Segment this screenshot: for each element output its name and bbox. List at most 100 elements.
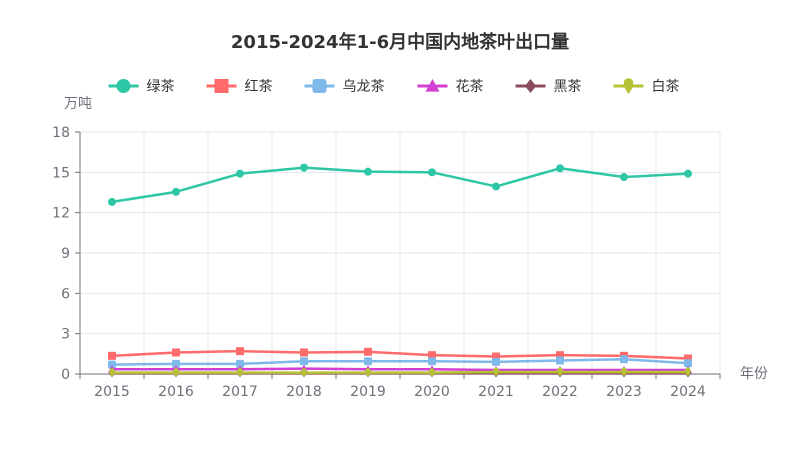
data-point — [623, 78, 634, 94]
data-point — [108, 197, 116, 206]
series-layer — [108, 163, 692, 378]
pin-shape — [557, 367, 563, 377]
data-point — [237, 368, 243, 378]
data-point — [300, 163, 308, 172]
data-point — [621, 367, 627, 377]
data-point — [116, 79, 131, 93]
y-tick-label: 0 — [61, 367, 70, 383]
x-tick-label: 2022 — [542, 384, 578, 400]
data-point — [556, 356, 564, 365]
legend-label: 绿茶 — [147, 79, 175, 95]
pin-shape — [237, 368, 243, 378]
legend-item-1[interactable]: 红茶 — [206, 79, 273, 95]
data-point — [109, 368, 115, 378]
series-1 — [108, 347, 692, 363]
legend-item-0[interactable]: 绿茶 — [108, 79, 175, 95]
y-axis-label: 万吨 — [64, 96, 92, 112]
data-point — [428, 168, 436, 177]
data-point — [493, 367, 499, 377]
legend-label: 白茶 — [652, 79, 680, 95]
legend-item-2[interactable]: 乌龙茶 — [304, 79, 385, 95]
data-point — [312, 79, 327, 93]
series-5 — [109, 367, 691, 378]
data-point — [620, 173, 628, 182]
data-point — [685, 367, 691, 377]
x-tick-label: 2018 — [286, 384, 322, 400]
data-point — [684, 169, 692, 178]
series-line — [111, 357, 689, 366]
series-line — [112, 370, 688, 374]
y-tick-label: 9 — [61, 246, 70, 262]
pin-shape — [685, 367, 691, 377]
data-point — [364, 357, 372, 366]
x-axis-label: 年份 — [740, 366, 768, 382]
pin-shape — [173, 368, 179, 378]
pin-shape — [301, 368, 307, 378]
data-point — [428, 351, 436, 360]
y-tick-label: 12 — [52, 206, 70, 222]
data-point — [300, 348, 308, 357]
data-point — [425, 79, 440, 92]
pin-shape — [109, 368, 115, 378]
x-tick-label: 2020 — [414, 384, 450, 400]
data-point — [364, 347, 372, 356]
data-point — [301, 368, 307, 378]
data-point — [172, 348, 180, 357]
data-point — [428, 357, 436, 366]
y-tick-label: 15 — [52, 165, 70, 181]
data-point — [236, 359, 244, 368]
legend-item-5[interactable]: 白茶 — [613, 78, 680, 95]
data-point — [684, 359, 692, 368]
legend-item-4[interactable]: 黑茶 — [515, 79, 582, 95]
legend-label: 乌龙茶 — [343, 79, 385, 95]
legend: 绿茶 红茶 乌龙茶 花茶 黑茶 白茶 — [108, 78, 680, 95]
data-point — [236, 347, 244, 356]
series-0 — [108, 163, 692, 206]
x-tick-label: 2019 — [350, 384, 386, 400]
y-tick-label: 3 — [61, 327, 70, 343]
pin-shape — [429, 368, 435, 378]
data-point — [556, 351, 564, 360]
pin-shape — [623, 78, 634, 94]
x-tick-label: 2017 — [222, 384, 258, 400]
chart-title: 2015-2024年1-6月中国内地茶叶出口量 — [231, 31, 569, 53]
data-point — [492, 352, 500, 361]
x-tick-label: 2023 — [606, 384, 642, 400]
data-point — [620, 355, 628, 364]
data-point — [364, 167, 372, 176]
x-tick-label: 2016 — [158, 384, 194, 400]
series-2 — [108, 355, 692, 369]
legend-label: 红茶 — [245, 79, 273, 95]
data-point — [492, 357, 500, 366]
data-point — [236, 169, 244, 178]
data-point — [214, 79, 229, 93]
data-point — [300, 357, 308, 366]
x-tick-label: 2024 — [670, 384, 706, 400]
pin-shape — [365, 368, 371, 378]
pin-shape — [493, 367, 499, 377]
pin-shape — [621, 367, 627, 377]
legend-label: 黑茶 — [554, 79, 582, 95]
series-line — [112, 367, 688, 372]
data-point — [492, 182, 500, 191]
grid-lines — [79, 131, 721, 374]
legend-item-3[interactable]: 花茶 — [417, 79, 484, 95]
data-point — [173, 368, 179, 378]
data-point — [429, 368, 435, 378]
data-point — [556, 164, 564, 173]
series-line — [111, 349, 689, 360]
x-tick-label: 2021 — [478, 384, 514, 400]
data-point — [108, 360, 116, 369]
data-point — [684, 354, 692, 363]
data-point — [172, 359, 180, 368]
data-point — [365, 368, 371, 378]
series-line — [111, 166, 689, 204]
y-tick-label: 6 — [61, 286, 70, 302]
data-point — [557, 367, 563, 377]
x-tick-label: 2015 — [94, 384, 130, 400]
data-point — [172, 187, 180, 196]
y-tick-label: 18 — [52, 125, 70, 141]
data-point — [524, 79, 537, 93]
